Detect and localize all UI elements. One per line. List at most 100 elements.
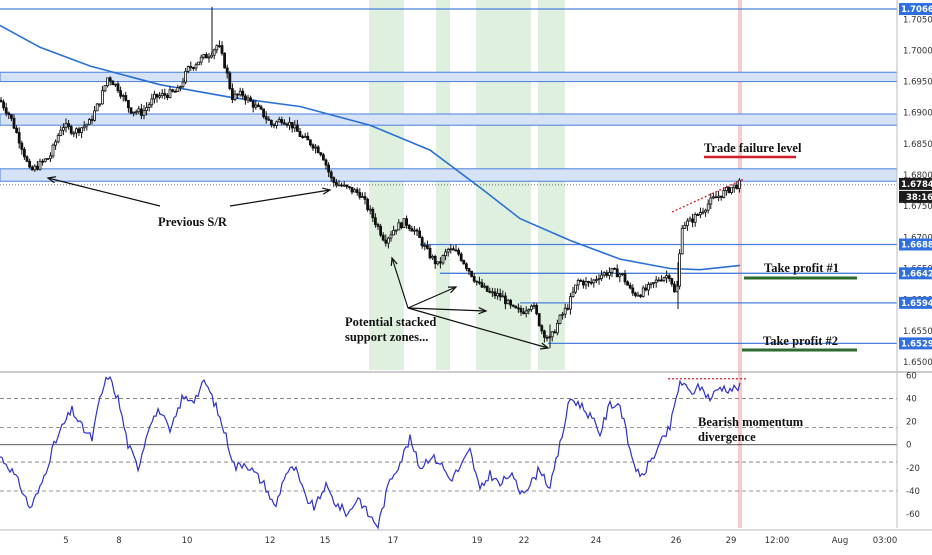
candle-body <box>470 270 474 277</box>
candle-body <box>670 278 674 285</box>
time-tick-label: 26 <box>671 536 682 546</box>
candle-body <box>41 160 44 163</box>
oscillator-line <box>0 375 741 530</box>
candle-body <box>132 111 136 114</box>
candles <box>0 6 741 349</box>
candle-body <box>316 146 320 154</box>
candle-body <box>368 208 372 211</box>
candle-body <box>446 248 450 253</box>
candle-body <box>186 66 190 72</box>
candle-body <box>652 282 655 284</box>
candle-body <box>730 187 733 193</box>
price-tick-label: 1.70500 <box>903 15 932 25</box>
candle-body <box>649 282 653 285</box>
osc-tick-label: 40 <box>906 394 917 404</box>
candle-body <box>269 119 273 126</box>
candle-body <box>485 285 489 292</box>
candle-body <box>82 125 86 129</box>
candle-body <box>191 67 195 69</box>
level-price-tag <box>899 337 932 350</box>
candle-body <box>80 127 83 134</box>
candle-body <box>127 99 130 109</box>
candle-body <box>51 144 55 157</box>
candle-body <box>454 249 458 252</box>
candle-body <box>62 127 65 131</box>
arrow-stacked-3-shaft <box>407 307 487 312</box>
candle-body <box>490 291 494 294</box>
candle-body <box>712 196 715 199</box>
candle-body <box>415 229 419 232</box>
osc-tick-label: -60 <box>906 510 920 520</box>
candle-body <box>540 325 544 332</box>
time-tick-label: 10 <box>182 536 193 546</box>
candle-body <box>399 222 403 228</box>
candle-body <box>579 279 583 282</box>
take-profit-1-label: Take profit #1 <box>764 261 839 275</box>
candle-body <box>225 67 229 74</box>
candle-body <box>223 52 227 69</box>
candle-body <box>722 190 726 198</box>
candle-body <box>608 272 611 276</box>
candle-body <box>33 165 37 171</box>
candle-body <box>639 294 642 297</box>
candle-body <box>345 184 349 187</box>
candle-body <box>506 299 510 305</box>
candle-body <box>321 154 325 161</box>
candle-body <box>342 184 346 187</box>
candle-body <box>641 287 645 297</box>
candle-body <box>397 222 401 231</box>
current-price-tag-text: 1.67842 <box>901 180 932 190</box>
candle-body <box>204 54 208 59</box>
candle-body <box>366 198 370 210</box>
candle-body <box>464 263 468 269</box>
candle-body <box>574 284 577 293</box>
candle-body <box>592 279 596 284</box>
candle-body <box>202 54 206 58</box>
candle-body <box>101 90 104 105</box>
sr-zone <box>0 71 898 83</box>
candle-body <box>493 291 497 297</box>
candle-body <box>43 158 47 162</box>
time-tick-label: 17 <box>388 536 399 546</box>
arrow-prev-sr-right-head <box>322 187 332 195</box>
candle-body <box>46 158 50 160</box>
candle-body <box>256 104 260 108</box>
candle-body <box>147 104 151 108</box>
candle-body <box>696 214 700 216</box>
candle-body <box>423 245 427 247</box>
candle-body <box>259 106 263 110</box>
candle-body <box>275 121 279 126</box>
candle-body <box>621 273 624 275</box>
candle-body <box>498 293 502 298</box>
candle-body <box>425 245 429 249</box>
candle-body <box>184 70 188 83</box>
candle-body <box>725 187 728 191</box>
time-tick-label: 12:00 <box>765 536 790 546</box>
sr-zone <box>0 113 898 126</box>
candle-body <box>556 322 559 334</box>
candle-body <box>142 109 146 116</box>
candle-body <box>535 304 538 315</box>
candle-body <box>683 225 687 229</box>
candle-body <box>605 272 609 276</box>
candle-body <box>530 305 533 310</box>
candle-body <box>272 124 276 127</box>
candle-body <box>36 165 39 170</box>
time-tick-label: 03:00 <box>873 536 898 546</box>
osc-tick-label: -40 <box>906 487 920 497</box>
time-tick-label: 29 <box>726 536 737 546</box>
candle-body <box>735 184 739 189</box>
price-tick-label: 1.69500 <box>903 78 932 88</box>
candle-body <box>163 93 167 96</box>
candle-body <box>64 123 68 128</box>
candle-body <box>210 54 214 58</box>
candle-body <box>459 253 463 261</box>
candle-body <box>444 251 448 257</box>
candle-body <box>246 97 250 101</box>
candle-body <box>644 287 648 291</box>
candle-body <box>197 61 201 66</box>
candle-body <box>558 314 562 324</box>
countdown-tag-text: 38:16 <box>906 193 932 203</box>
candle-body <box>386 237 390 244</box>
